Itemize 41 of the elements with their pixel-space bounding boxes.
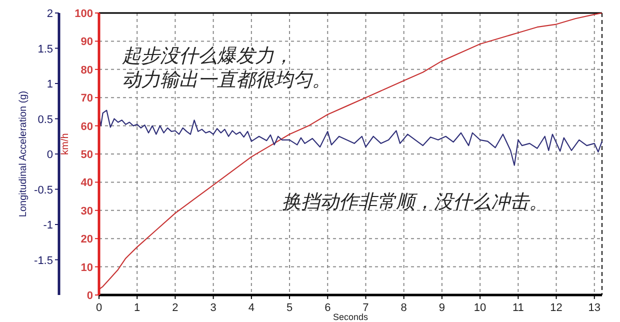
x-tick-label: 6 <box>324 302 331 314</box>
x-axis-title: Seconds <box>332 312 369 322</box>
y2-tick-label: -1 <box>43 220 53 232</box>
y2-tick-label: 1 <box>46 78 53 90</box>
y2-tick-label: -0.5 <box>34 184 53 196</box>
x-tick-label: 0 <box>96 302 102 314</box>
y-tick-label: 0 <box>86 290 93 302</box>
annotation: 起步没什么爆发力， <box>122 45 293 67</box>
x-tick-label: 13 <box>588 302 601 314</box>
x-tick-label: 10 <box>474 302 486 314</box>
y-tick-label: 100 <box>74 8 93 20</box>
annotation: 换挡动作非常顺，没什么冲击。 <box>282 191 548 213</box>
x-tick-label: 11 <box>512 302 524 314</box>
y-tick-label: 40 <box>80 177 93 190</box>
y2-axis-title: Longitudinal Acceleration (g) <box>18 90 29 218</box>
x-tick-label: 9 <box>438 302 446 314</box>
line-series <box>98 110 603 166</box>
y2-tick-label: 1.5 <box>38 43 53 56</box>
y-tick-label: 70 <box>80 92 93 105</box>
x-tick-label: 4 <box>248 302 254 314</box>
y-axis-title: km/h <box>60 133 71 155</box>
line-series <box>98 12 603 290</box>
y2-tick-label: 0 <box>46 149 53 161</box>
x-tick-label: 5 <box>286 302 293 314</box>
y-tick-label: 90 <box>80 36 93 48</box>
y-tick-label: 30 <box>80 205 93 218</box>
x-tick-label: 7 <box>362 302 369 314</box>
y-tick-label: 60 <box>80 120 93 133</box>
y-tick-label: 80 <box>80 64 93 76</box>
y-tick-label: 20 <box>80 234 93 246</box>
x-tick-label: 2 <box>172 302 178 314</box>
y2-tick-label: -1.5 <box>34 254 53 267</box>
x-tick-label: 3 <box>210 302 216 314</box>
x-tick-label: 8 <box>400 302 407 314</box>
annotation: 动力输出一直都很均匀。 <box>122 69 331 91</box>
y2-tick-label: 2 <box>46 8 53 20</box>
y-tick-label: 10 <box>80 262 93 274</box>
x-tick-label: 1 <box>134 302 140 314</box>
y2-tick-label: 0.5 <box>38 114 53 126</box>
y-tick-label: 50 <box>80 149 93 161</box>
x-tick-label: 12 <box>550 302 562 314</box>
